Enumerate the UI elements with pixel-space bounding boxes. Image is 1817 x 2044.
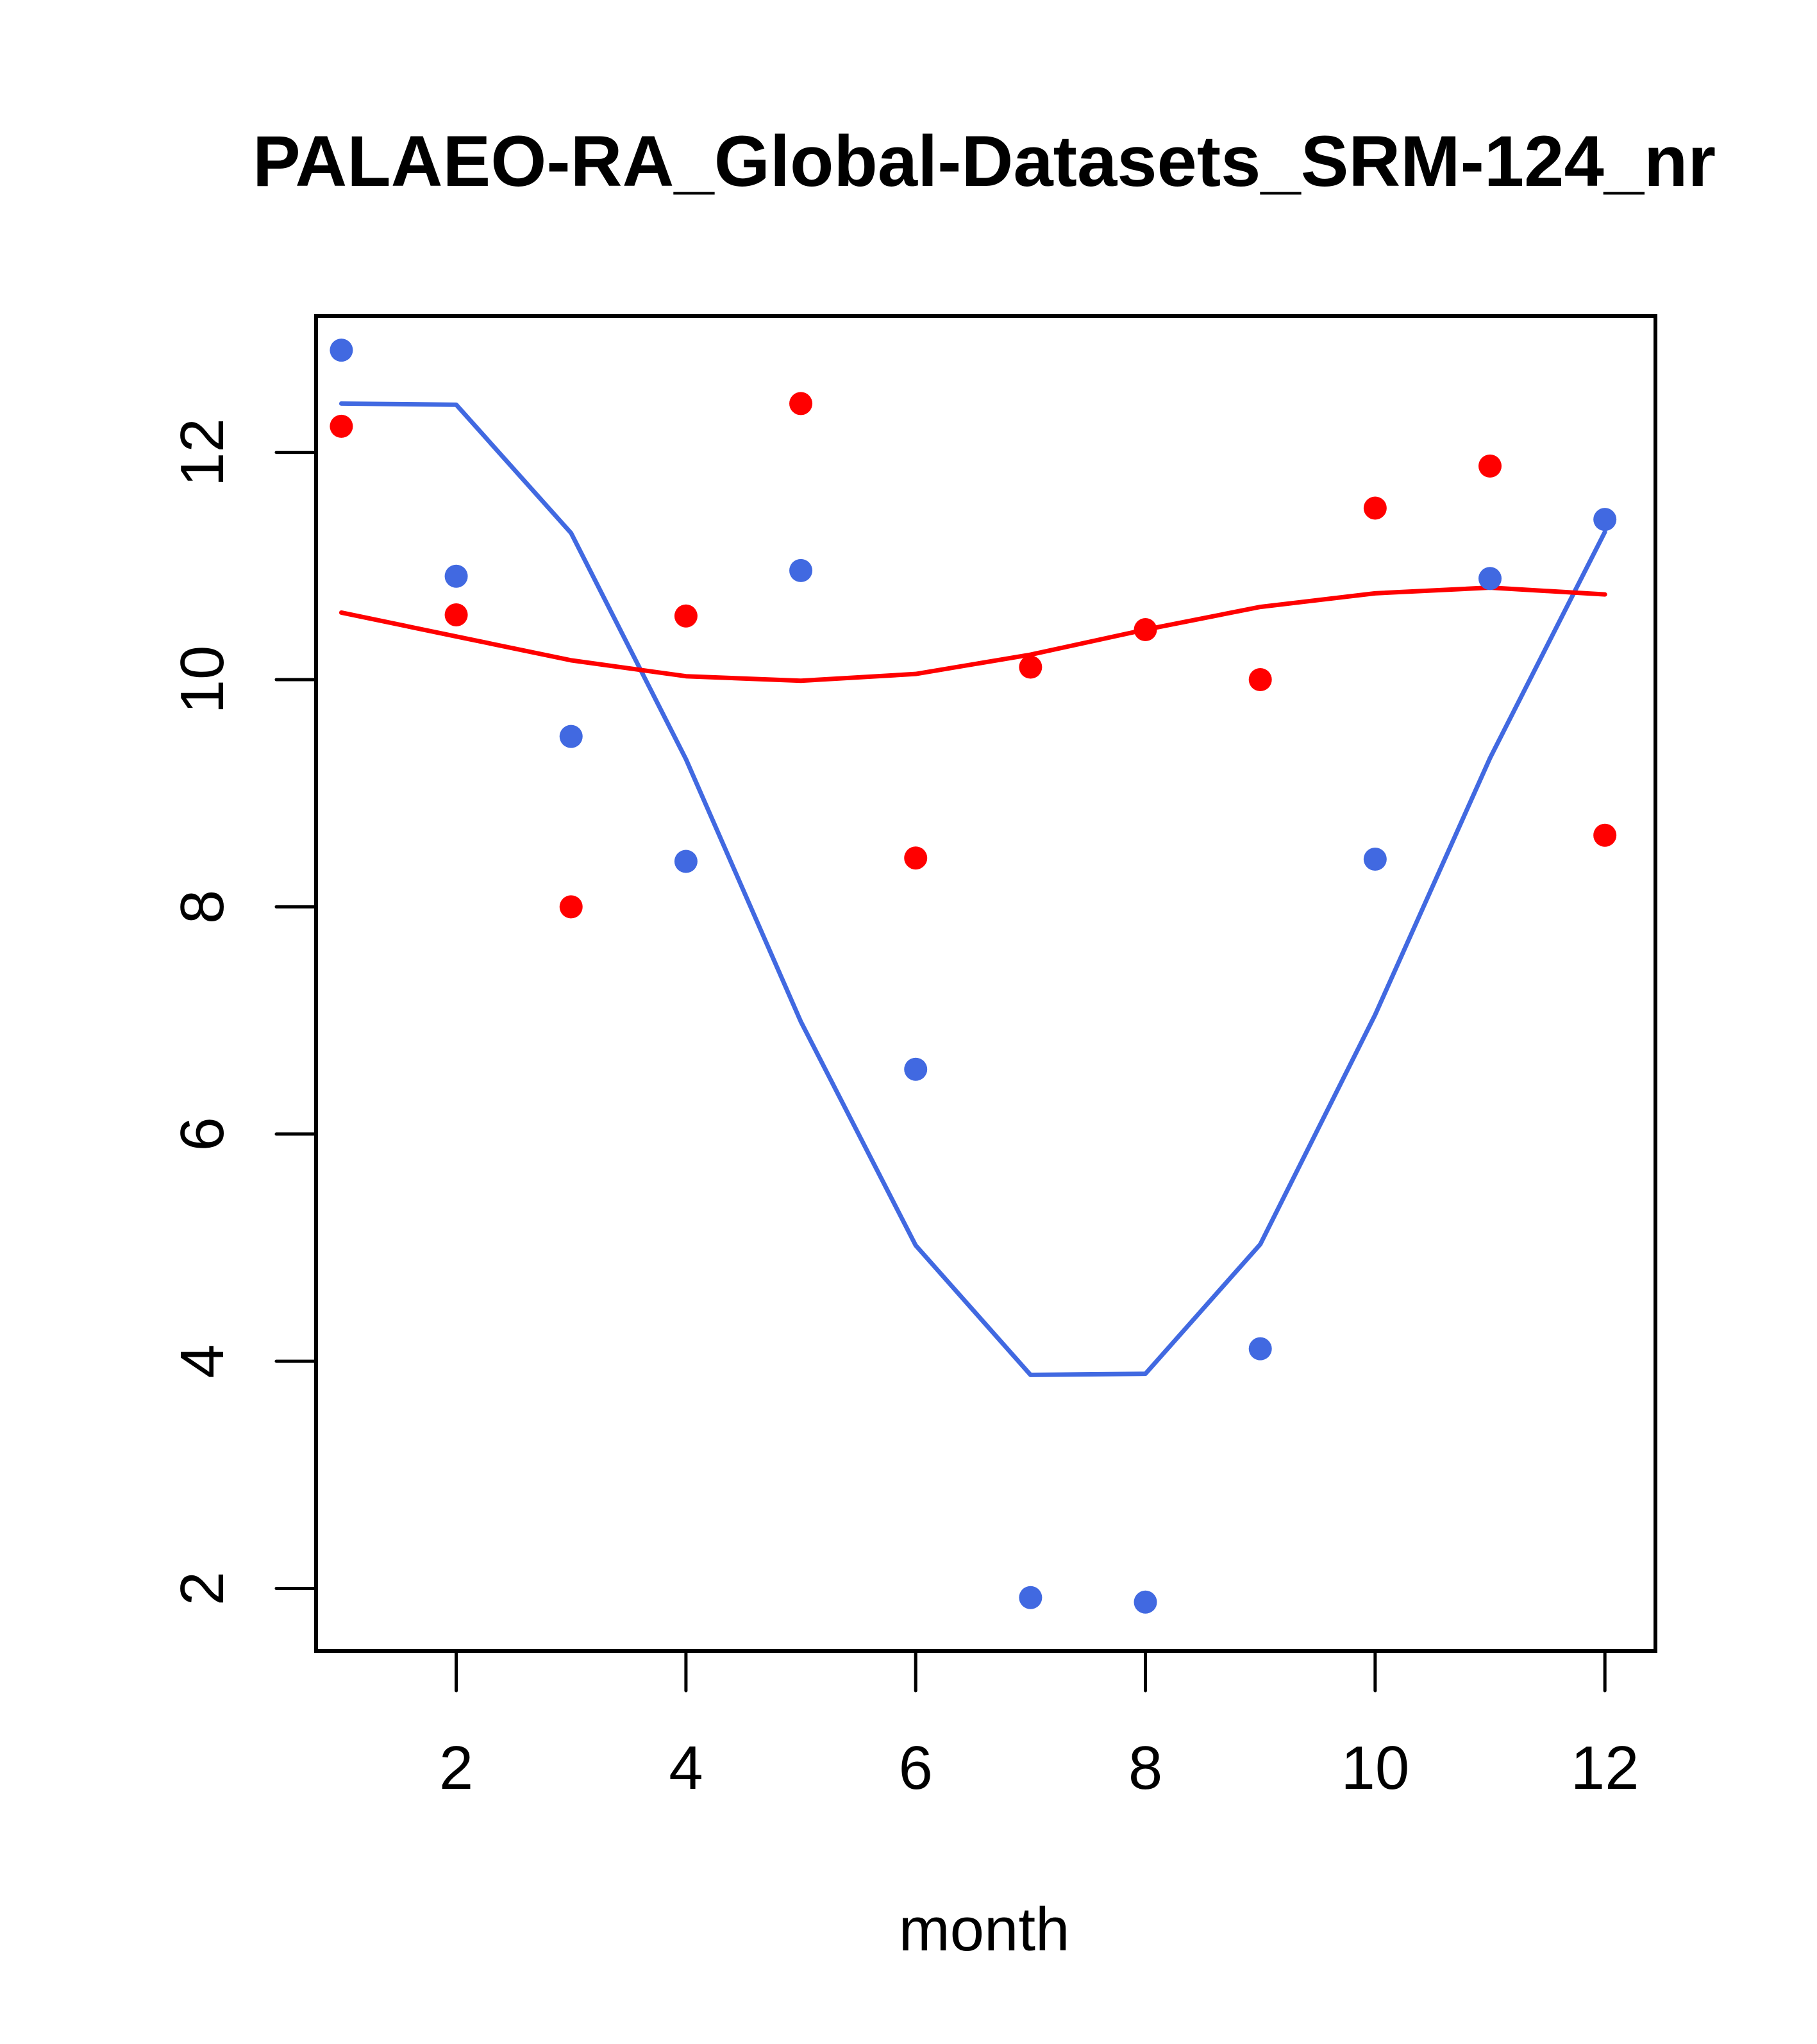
plot-area (314, 314, 1657, 1653)
blue-point (789, 558, 813, 582)
blue-point (1248, 1337, 1272, 1361)
plot-frame (314, 314, 1657, 1653)
red-point (1248, 668, 1272, 692)
blue-point (1593, 508, 1617, 532)
x-tick-label: 8 (1128, 1734, 1162, 1802)
y-tick-label: 4 (168, 1344, 237, 1378)
red-point (1593, 823, 1617, 847)
blue-point (1019, 1586, 1042, 1609)
blue-point (1134, 1590, 1157, 1614)
red-point (559, 895, 583, 919)
y-tick-label: 12 (168, 418, 237, 487)
blue-point (904, 1057, 928, 1081)
lines-layer (339, 401, 1607, 1377)
red-point (904, 846, 928, 870)
blue-line (339, 401, 1607, 1377)
red-point (1134, 618, 1157, 642)
x-axis-label: month (899, 1895, 1070, 1964)
x-tick-label: 12 (1571, 1734, 1639, 1802)
y-tick-label: 8 (168, 890, 237, 924)
red-point (1363, 496, 1387, 520)
blue-point (559, 725, 583, 748)
blue-point (674, 850, 698, 873)
y-tick-label: 2 (168, 1571, 237, 1605)
blue-point (330, 339, 353, 362)
blue-point (444, 564, 468, 588)
x-tick-label: 4 (669, 1734, 703, 1802)
x-tick-label: 6 (899, 1734, 933, 1802)
points-layer (330, 339, 1617, 1614)
red-point (444, 603, 468, 627)
red-point (789, 392, 813, 415)
y-tick-label: 6 (168, 1117, 237, 1151)
y-axis: 2 4 6 8 10 12 (168, 418, 318, 1605)
red-point (330, 414, 353, 438)
y-tick-label: 10 (168, 646, 237, 714)
x-tick-label: 10 (1341, 1734, 1409, 1802)
x-tick-label: 2 (439, 1734, 473, 1802)
red-point (674, 604, 698, 628)
red-point (1019, 655, 1042, 679)
chart-title: PALAEO-RA_Global-Datasets_SRM-124_nr (253, 121, 1716, 201)
red-point (1478, 454, 1502, 478)
x-axis: 2 4 6 8 10 12 (439, 1649, 1639, 1802)
blue-point (1478, 567, 1502, 591)
blue-point (1363, 847, 1387, 871)
red-line (339, 585, 1607, 683)
